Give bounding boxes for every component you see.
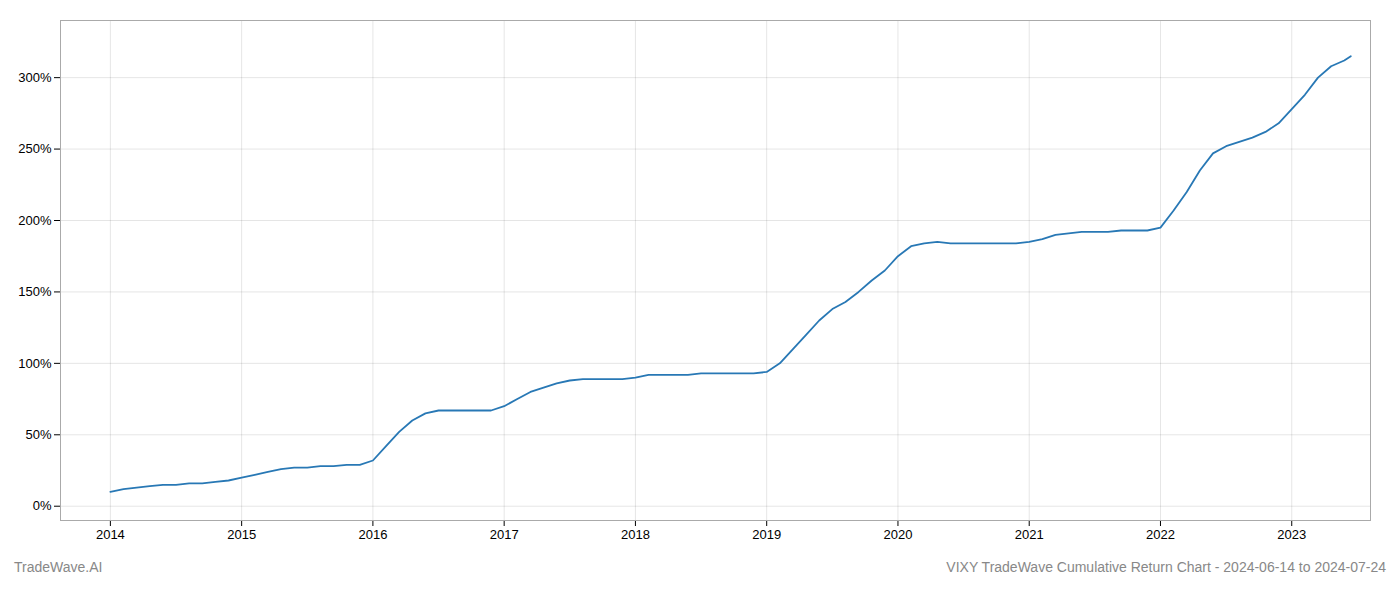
html-text:VIXY TradeWave Cumulative Retu: VIXY TradeWave Cumulative Return Chart -… [946, 559, 1386, 575]
svg-text:2021: 2021 [1015, 527, 1044, 542]
svg-text:50%: 50% [25, 427, 51, 442]
svg-text:2017: 2017 [490, 527, 519, 542]
svg-text:2016: 2016 [358, 527, 387, 542]
svg-text:100%: 100% [18, 356, 52, 371]
svg-text:2019: 2019 [752, 527, 781, 542]
svg-text:0%: 0% [33, 498, 52, 513]
svg-text:200%: 200% [18, 213, 52, 228]
svg-text:2023: 2023 [1277, 527, 1306, 542]
svg-text:300%: 300% [18, 70, 52, 85]
svg-text:150%: 150% [18, 284, 52, 299]
svg-text:2015: 2015 [227, 527, 256, 542]
svg-text:2014: 2014 [96, 527, 125, 542]
svg-text:2018: 2018 [621, 527, 650, 542]
svg-text:2020: 2020 [883, 527, 912, 542]
svg-text:2022: 2022 [1146, 527, 1175, 542]
svg-text:250%: 250% [18, 141, 52, 156]
html-text:TradeWave.AI: TradeWave.AI [14, 559, 103, 575]
